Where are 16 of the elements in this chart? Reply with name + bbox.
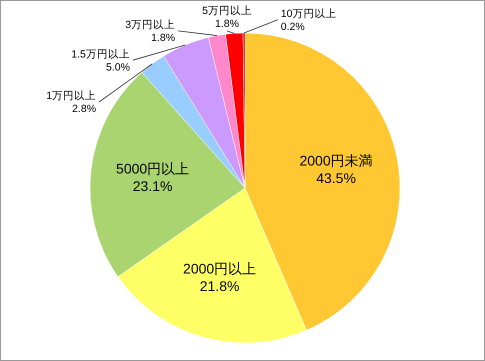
- data-label: 1.8%: [151, 32, 176, 44]
- data-label: 1.8%: [215, 18, 239, 30]
- slice-label: 2000円未満: [299, 152, 373, 168]
- slice-label: 2000円以上: [183, 260, 256, 277]
- slice-label: 3万円以上: [125, 18, 176, 31]
- slice-label: 1万円以上: [46, 89, 96, 102]
- data-label: 0.2%: [280, 20, 305, 33]
- slice-label: 5000円以上: [116, 160, 190, 176]
- data-label: 23.1%: [132, 178, 172, 194]
- data-label: 21.8%: [200, 278, 240, 294]
- data-label: 5.0%: [106, 61, 130, 74]
- slice-label: 10万円以上: [280, 6, 336, 20]
- data-label: 2.8%: [72, 103, 96, 116]
- slice-label: 5万円以上: [202, 4, 252, 18]
- data-label: 43.5%: [316, 170, 356, 186]
- slice-label: 1.5万円以上: [71, 47, 130, 60]
